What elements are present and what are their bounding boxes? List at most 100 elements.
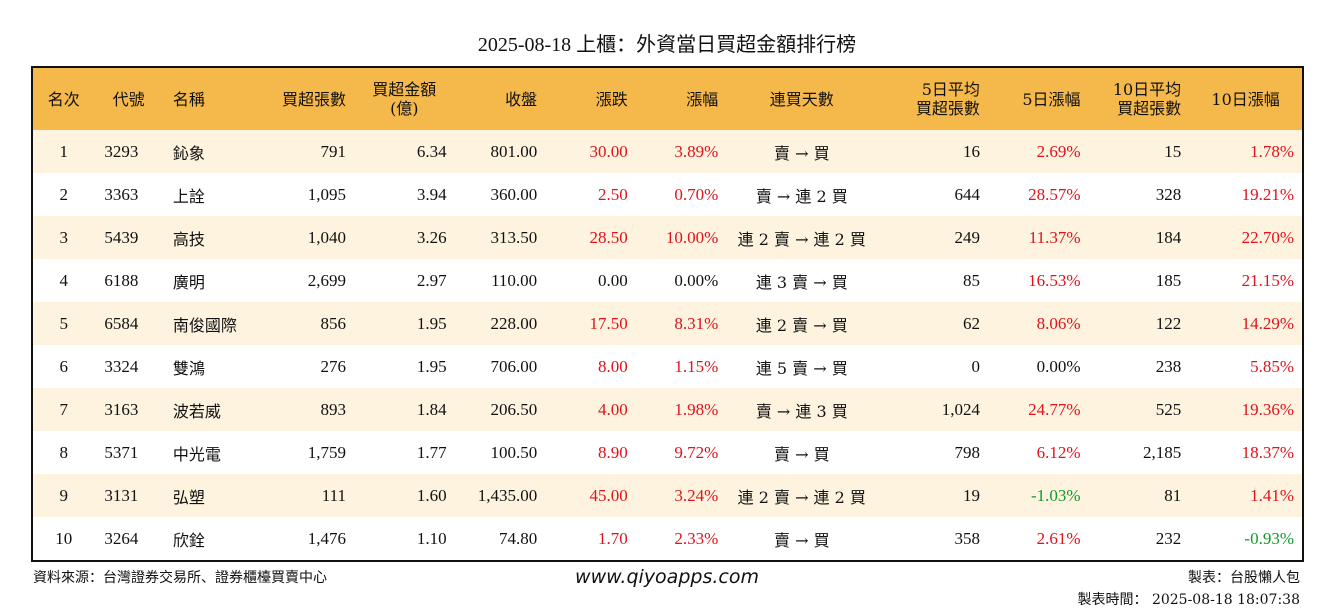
table-cell: 1,759: [263, 431, 354, 474]
table-cell: 2.69%: [987, 130, 1089, 173]
table-cell: 28.50: [545, 216, 636, 259]
table-cell: 1.98%: [635, 388, 727, 431]
table-cell: 1.77: [354, 431, 455, 474]
table-cell: 5371: [94, 431, 163, 474]
table-cell: 賣 → 買: [726, 517, 878, 561]
table-cell: 6188: [94, 259, 163, 302]
table-cell: 3293: [94, 130, 163, 173]
table-cell: 19.21%: [1189, 173, 1303, 216]
table-cell: 6584: [94, 302, 163, 345]
table-cell: 3363: [94, 173, 163, 216]
table-cell: 5: [32, 302, 95, 345]
table-cell: 2.33%: [635, 517, 727, 561]
table-cell: 801.00: [454, 130, 546, 173]
table-cell: 高技: [162, 216, 264, 259]
table-cell: 206.50: [454, 388, 546, 431]
table-cell: 3.89%: [635, 130, 727, 173]
generated-time: 製表時間： 2025-08-18 18:07:38: [1077, 592, 1301, 608]
website-link[interactable]: www.qiyoapps.com: [575, 566, 759, 588]
table-cell: 791: [263, 130, 354, 173]
table-row: 1 3293 鈊象 791 6.34 801.00 30.00 3.89% 賣 → 買 16 2.6…: [32, 130, 1303, 173]
table-cell: 5439: [94, 216, 163, 259]
table-cell: 10: [32, 517, 95, 561]
table-cell: 644: [877, 173, 988, 216]
table-cell: 62: [877, 302, 988, 345]
table-cell: 2,185: [1088, 431, 1190, 474]
column-header: 名稱: [162, 67, 264, 130]
table-cell: 10.00%: [635, 216, 727, 259]
table-cell: 1.95: [354, 345, 455, 388]
table-cell: 賣 → 買: [726, 431, 878, 474]
table-cell: 81: [1088, 474, 1190, 517]
table-cell: 360.00: [454, 173, 546, 216]
table-cell: 2.97: [354, 259, 455, 302]
table-body: 1 3293 鈊象 791 6.34 801.00 30.00 3.89% 賣 → 買 16 2.6…: [32, 130, 1303, 561]
table-cell: 6.12%: [987, 431, 1089, 474]
column-header: 5日漲幅: [987, 67, 1089, 130]
table-cell: 19: [877, 474, 988, 517]
table-cell: 238: [1088, 345, 1190, 388]
table-cell: 24.77%: [987, 388, 1089, 431]
table-cell: 1.60: [354, 474, 455, 517]
column-header: 代號: [94, 67, 163, 130]
table-cell: 1,095: [263, 173, 354, 216]
table-row: 8 5371 中光電 1,759 1.77 100.50 8.90 9.72% 賣 → 買 798…: [32, 431, 1303, 474]
table-cell: 856: [263, 302, 354, 345]
table-cell: 122: [1088, 302, 1190, 345]
table-row: 5 6584 南俊國際 856 1.95 228.00 17.50 8.31% 連 2 賣 → …: [32, 302, 1303, 345]
table-cell: 3131: [94, 474, 163, 517]
table-cell: 3163: [94, 388, 163, 431]
column-header: 10日漲幅: [1189, 67, 1303, 130]
table-cell: 1.41%: [1189, 474, 1303, 517]
table-cell: 30.00: [545, 130, 636, 173]
author-label: 製表：台股懶人包: [1188, 570, 1300, 586]
column-header: 5日平均 買超張數: [877, 67, 988, 130]
table-cell: 3.24%: [635, 474, 727, 517]
column-header: 名次: [32, 67, 95, 130]
table-cell: 9: [32, 474, 95, 517]
table-cell: 中光電: [162, 431, 264, 474]
table-cell: 249: [877, 216, 988, 259]
table-cell: 3324: [94, 345, 163, 388]
footer-credits: 製表：台股懶人包 製表時間： 2025-08-18 18:07:38: [1078, 567, 1301, 611]
table-row: 10 3264 欣銓 1,476 1.10 74.80 1.70 2.33% 賣 → 買 358 2…: [32, 517, 1303, 561]
source-note: 資料來源：台灣證券交易所、證券櫃檯買賣中心: [33, 570, 327, 586]
column-header: 漲跌: [545, 67, 636, 130]
table-cell: 185: [1088, 259, 1190, 302]
table-cell: 1,040: [263, 216, 354, 259]
table-cell: 276: [263, 345, 354, 388]
table-cell: -1.03%: [987, 474, 1089, 517]
table-cell: 雙鴻: [162, 345, 264, 388]
table-cell: 85: [877, 259, 988, 302]
table-cell: 鈊象: [162, 130, 264, 173]
table-cell: 313.50: [454, 216, 546, 259]
table-cell: 7: [32, 388, 95, 431]
table-cell: 100.50: [454, 431, 546, 474]
table-cell: 8: [32, 431, 95, 474]
column-header: 買超張數: [263, 67, 354, 130]
table-cell: 1,024: [877, 388, 988, 431]
table-cell: 14.29%: [1189, 302, 1303, 345]
table-cell: 110.00: [454, 259, 546, 302]
table-cell: 16: [877, 130, 988, 173]
table-cell: 1: [32, 130, 95, 173]
table-cell: 1,476: [263, 517, 354, 561]
table-cell: 3: [32, 216, 95, 259]
table-row: 9 3131 弘塑 111 1.60 1,435.00 45.00 3.24% 連 2 賣 → …: [32, 474, 1303, 517]
ranking-table: 名次 代號 名稱 買超張數 買超金額 (億) 收盤 漲跌 漲幅 連買天數 5日平均 買超張數 5日漲…: [31, 66, 1304, 562]
column-header: 10日平均 買超張數: [1088, 67, 1190, 130]
table-cell: 74.80: [454, 517, 546, 561]
table-cell: 18.37%: [1189, 431, 1303, 474]
column-header: 收盤: [454, 67, 546, 130]
table-cell: 弘塑: [162, 474, 264, 517]
table-cell: 1.84: [354, 388, 455, 431]
table-cell: 賣 → 連 2 買: [726, 173, 878, 216]
table-cell: 賣 → 連 3 買: [726, 388, 878, 431]
table-cell: 358: [877, 517, 988, 561]
table-cell: 3.26: [354, 216, 455, 259]
table-cell: 連 3 賣 → 買: [726, 259, 878, 302]
table-cell: 波若威: [162, 388, 264, 431]
table-cell: 2.61%: [987, 517, 1089, 561]
table-cell: 3.94: [354, 173, 455, 216]
